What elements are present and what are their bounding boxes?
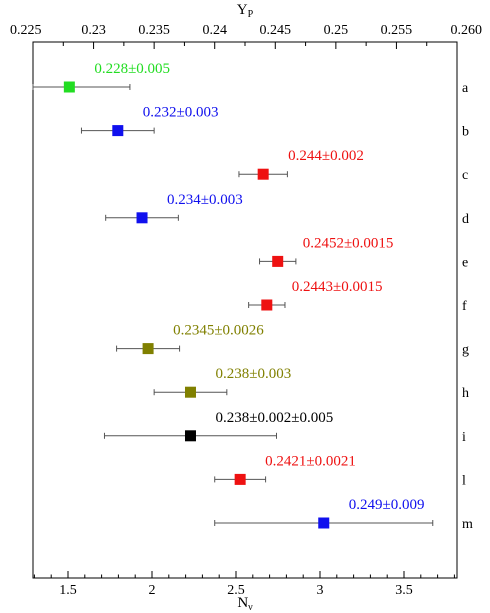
data-point-d: 0.234±0.003 (105, 192, 243, 224)
data-point-g: 0.2345±0.0026 (116, 323, 264, 355)
bottom-tick-label: 3 (317, 583, 324, 598)
data-point-e: 0.2452±0.0015 (259, 235, 394, 267)
data-label: 0.234±0.003 (167, 192, 243, 208)
data-label: 0.238±0.003 (215, 366, 291, 382)
top-tick-label: 0.24 (202, 23, 227, 38)
data-point-f: 0.2443±0.0015 (248, 279, 383, 311)
data-point-b: 0.232±0.003 (80, 105, 219, 137)
data-label: 0.2345±0.0026 (173, 323, 264, 339)
marker (272, 255, 284, 267)
marker (318, 517, 330, 529)
top-tick-label: 0.25 (324, 23, 349, 38)
marker (112, 125, 124, 137)
row-label-a: a (462, 81, 469, 96)
marker (184, 386, 196, 398)
data-label: 0.249±0.009 (349, 497, 425, 513)
top-axis-title: YP (237, 2, 254, 20)
data-label: 0.238±0.002±0.005 (215, 410, 333, 426)
bottom-tick-label: 3.5 (395, 583, 413, 598)
row-label-f: f (462, 299, 467, 314)
data-point-i: 0.238±0.002±0.005 (103, 410, 333, 442)
data-label: 0.2452±0.0015 (303, 235, 394, 251)
row-label-c: c (462, 168, 468, 183)
data-label: 0.232±0.003 (143, 105, 219, 121)
top-axis: 0.225 0.23 0.235 0.24 0.245 0.25 0.255 0.260 (10, 23, 482, 49)
bottom-tick-label: 2.5 (227, 583, 245, 598)
data-point-l: 0.2421±0.0021 (214, 453, 356, 485)
bottom-tick-label: 2 (149, 583, 156, 598)
marker (184, 430, 196, 442)
bottom-tick-label: 1.5 (59, 583, 77, 598)
row-label-e: e (462, 255, 468, 270)
data-point-c: 0.244±0.002 (238, 148, 364, 180)
marker (234, 473, 246, 485)
row-label-l: l (462, 473, 466, 488)
row-label-g: g (462, 343, 469, 358)
row-label-d: d (462, 212, 469, 227)
top-tick-label: 0.260 (451, 23, 483, 38)
marker (63, 81, 75, 93)
top-tick-label: 0.235 (138, 23, 170, 38)
marker (257, 168, 269, 180)
data-label: 0.2443±0.0015 (292, 279, 383, 295)
data-label: 0.228±0.005 (94, 61, 170, 77)
top-tick-label: 0.255 (381, 23, 413, 38)
data-label: 0.244±0.002 (288, 148, 364, 164)
data-point-m: 0.249±0.009 (214, 497, 434, 529)
marker (142, 343, 154, 355)
bottom-axis: 1.5 2 2.5 3 3.5 (33, 571, 455, 598)
top-tick-label: 0.245 (260, 23, 292, 38)
row-label-i: i (462, 430, 466, 445)
top-tick-label: 0.23 (81, 23, 106, 38)
data-points: 0.228±0.005 0.232±0.003 0.244±0.002 0.234±0… (32, 61, 434, 529)
row-label-b: b (462, 125, 469, 140)
data-point-h: 0.238±0.003 (153, 366, 291, 398)
marker (261, 299, 273, 311)
data-label: 0.2421±0.0021 (265, 453, 356, 469)
bottom-axis-title: Nν (237, 595, 253, 613)
row-label-h: h (462, 386, 469, 401)
data-point-a: 0.228±0.005 (32, 61, 170, 93)
row-label-m: m (462, 517, 473, 532)
row-labels: a b c d e f g h i l m (462, 81, 473, 532)
marker (136, 212, 148, 224)
top-tick-label: 0.225 (10, 23, 42, 38)
